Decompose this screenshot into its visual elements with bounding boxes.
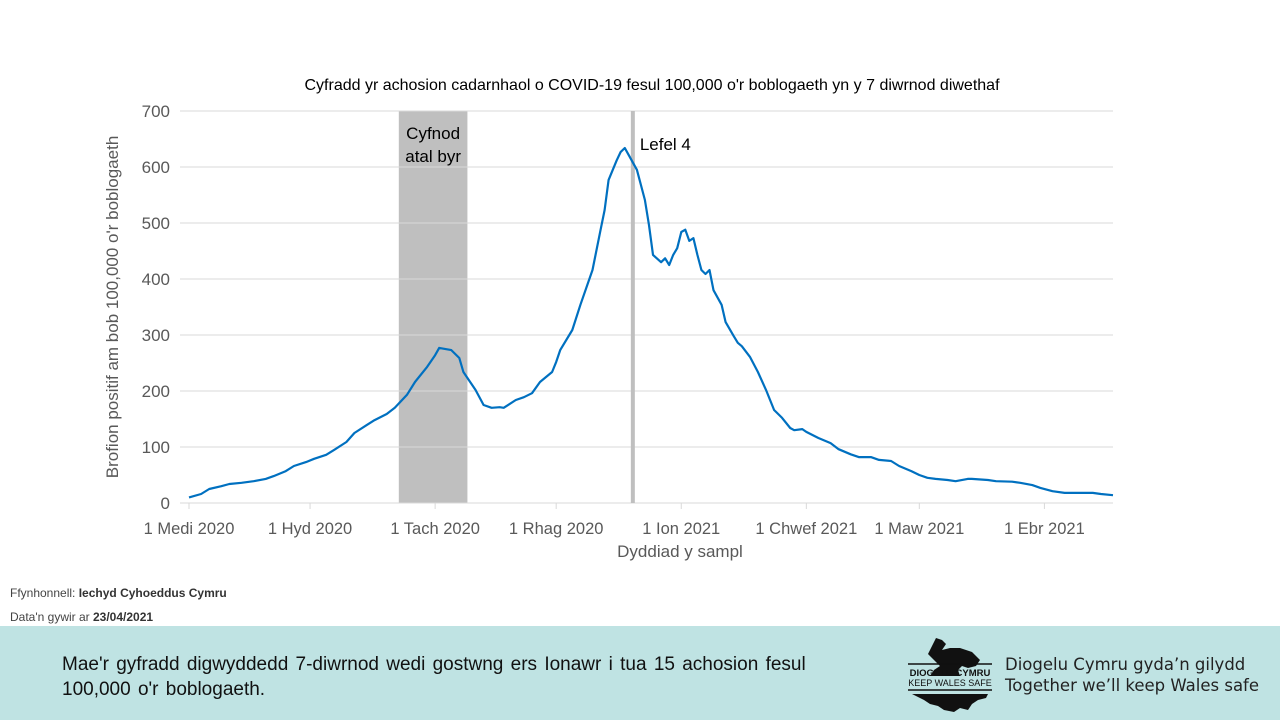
keep-wales-safe-logo: DIOGELU CYMRU KEEP WALES SAFE	[908, 638, 992, 712]
source-value: Iechyd Cyhoeddus Cymru	[78, 586, 227, 600]
summary-message: Mae'r gyfradd digwyddedd 7-diwrnod wedi …	[62, 654, 806, 700]
x-tick-label: 1 Maw 2021	[874, 520, 964, 538]
chart-title: Cyfradd yr achosion cadarnhaol o COVID-1…	[304, 77, 1000, 94]
y-tick-label: 200	[142, 382, 170, 401]
y-tick-label: 700	[142, 102, 170, 121]
x-tick-label: 1 Chwef 2021	[755, 520, 857, 538]
source-label: Ffynhonnell:	[10, 586, 76, 600]
x-tick-label: 1 Ion 2021	[642, 520, 720, 538]
x-tick-label: 1 Rhag 2020	[509, 520, 604, 538]
x-tick-label: 1 Medi 2020	[144, 520, 235, 538]
x-tick-label: 1 Hyd 2020	[268, 520, 352, 538]
logo-text-en: KEEP WALES SAFE	[908, 678, 992, 688]
footer-banner: Mae'r gyfradd digwyddedd 7-diwrnod wedi …	[0, 626, 1280, 720]
slogan: Diogelu Cymru gyda’n gilydd Together we’…	[1005, 654, 1259, 696]
source-note: Ffynhonnell: Iechyd Cyhoeddus Cymru	[10, 586, 227, 600]
updated-note: Data'n gywir ar 23/04/2021	[10, 610, 153, 624]
y-tick-label: 600	[142, 158, 170, 177]
firebreak-label: atal byr	[405, 147, 461, 166]
case-rate-line	[188, 146, 1114, 499]
updated-date: 23/04/2021	[93, 610, 154, 624]
firebreak-band	[398, 111, 468, 503]
y-tick-label: 100	[142, 438, 170, 457]
logo-text-cy: DIOGELU CYMRU	[910, 668, 991, 679]
x-axis-label: Dyddiad y sampl	[617, 542, 743, 561]
y-tick-label: 0	[161, 494, 170, 513]
case-rate-chart: Cyfradd yr achosion cadarnhaol o COVID-1…	[103, 77, 1114, 561]
x-tick-label: 1 Ebr 2021	[1004, 520, 1085, 538]
slogan-english: Together we’ll keep Wales safe	[1005, 676, 1260, 695]
slogan-welsh: Diogelu Cymru gyda’n gilydd	[1005, 655, 1246, 674]
updated-label: Data'n gywir ar	[10, 610, 90, 624]
level4-label: Lefel 4	[640, 135, 691, 154]
y-axis-label: Brofion positif am bob 100,000 o'r boblo…	[103, 136, 122, 479]
y-tick-label: 400	[142, 270, 170, 289]
x-tick-label: 1 Tach 2020	[390, 520, 480, 538]
firebreak-label: Cyfnod	[406, 124, 460, 143]
y-tick-label: 500	[142, 214, 170, 233]
y-tick-label: 300	[142, 326, 170, 345]
